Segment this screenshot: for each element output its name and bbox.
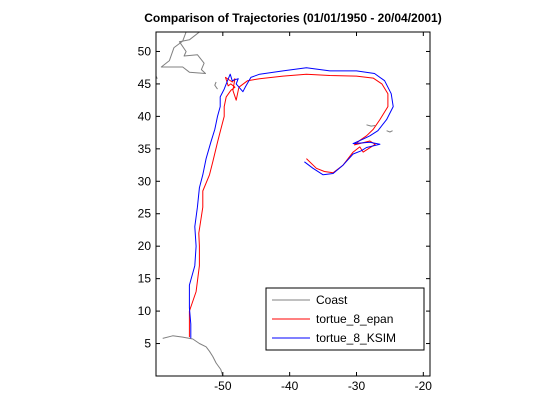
series-line-tortue-8-ksim	[188, 67, 394, 339]
x-tick-label: -30	[348, 379, 366, 393]
y-tick-label: 5	[144, 337, 151, 351]
x-tick-label: -50	[214, 379, 232, 393]
legend-label: tortue_8_KSIM	[316, 331, 396, 345]
y-tick-label: 25	[138, 207, 152, 221]
chart-title: Comparison of Trajectories (01/01/1950 -…	[144, 11, 441, 25]
series-line-coast-3	[214, 81, 218, 90]
series-line-coast-4	[366, 124, 376, 127]
legend-label: tortue_8_epan	[316, 312, 393, 326]
y-tick-label: 50	[138, 44, 152, 58]
axes-box	[155, 31, 431, 377]
y-tick-label: 40	[138, 109, 152, 123]
y-tick-label: 20	[138, 239, 152, 253]
legend-label: Coast	[316, 293, 348, 307]
series-layer	[156, 32, 394, 376]
y-tick-label: 10	[138, 304, 152, 318]
series-line-coast-5	[386, 130, 393, 133]
y-tick-label: 30	[138, 174, 152, 188]
y-tick-label: 35	[138, 142, 152, 156]
series-line-coast-2	[156, 75, 158, 79]
axes: -50 -40 -30 -20 5 10 15 20 25 30 35 40 45 50	[138, 31, 433, 393]
series-line-coast-0	[162, 335, 224, 376]
y-tick-label: 45	[138, 77, 152, 91]
legend: Coast tortue_8_epan tortue_8_KSIM	[265, 287, 425, 351]
series-line-coast-1	[160, 32, 206, 74]
y-tick-label: 15	[138, 272, 152, 286]
x-tick-label: -20	[415, 379, 433, 393]
x-tick-label: -40	[281, 379, 299, 393]
